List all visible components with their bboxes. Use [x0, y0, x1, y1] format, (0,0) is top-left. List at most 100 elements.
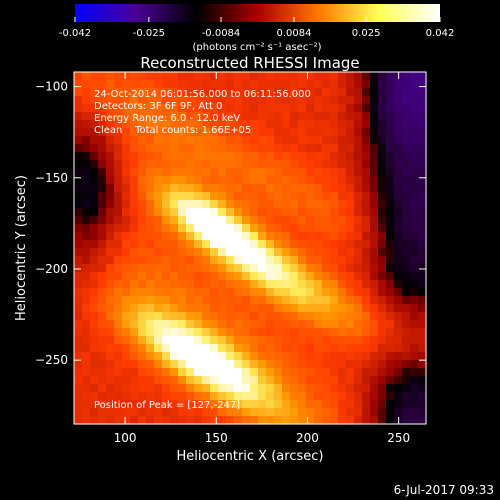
heatmap-cell — [114, 208, 123, 217]
heatmap-cell — [242, 368, 251, 377]
heatmap-cell — [370, 376, 379, 385]
heatmap-cell — [322, 184, 331, 193]
heatmap-cell — [290, 160, 299, 169]
heatmap-cell — [354, 392, 363, 401]
heatmap-cell — [338, 104, 347, 113]
heatmap-cell — [130, 104, 139, 113]
heatmap-cell — [106, 368, 115, 377]
heatmap-cell — [330, 232, 339, 241]
heatmap-cell — [274, 416, 283, 425]
heatmap-cell — [298, 216, 307, 225]
heatmap-cell — [346, 248, 355, 257]
heatmap-cell — [266, 400, 275, 409]
heatmap-cell — [282, 360, 291, 369]
heatmap-cell — [290, 400, 299, 409]
heatmap-cell — [138, 152, 147, 161]
heatmap-cell — [298, 96, 307, 105]
heatmap-cell — [154, 168, 163, 177]
heatmap-cell — [234, 168, 243, 177]
heatmap-cell — [354, 128, 363, 137]
heatmap-cell — [186, 416, 195, 425]
heatmap-cell — [98, 376, 107, 385]
heatmap-cell — [338, 120, 347, 129]
heatmap-cell — [410, 360, 419, 369]
heatmap-cell — [90, 96, 99, 105]
heatmap-cell — [258, 296, 267, 305]
heatmap-cell — [338, 80, 347, 89]
heatmap-cell — [378, 152, 387, 161]
heatmap-cell — [394, 232, 403, 241]
heatmap-cell — [314, 256, 323, 265]
heatmap-cell — [266, 240, 275, 249]
heatmap-cell — [154, 264, 163, 273]
heatmap-cell — [154, 192, 163, 201]
heatmap-cell — [386, 88, 395, 97]
heatmap-cell — [330, 168, 339, 177]
heatmap-cell — [162, 216, 171, 225]
heatmap-cell — [130, 296, 139, 305]
heatmap-cell — [266, 336, 275, 345]
heatmap-cell — [322, 288, 331, 297]
heatmap-cell — [250, 376, 259, 385]
heatmap-cell — [234, 136, 243, 145]
heatmap-cell — [370, 336, 379, 345]
heatmap-cell — [266, 248, 275, 257]
heatmap-cell — [154, 104, 163, 113]
heatmap-cell — [394, 128, 403, 137]
heatmap-cell — [202, 288, 211, 297]
heatmap-cell — [114, 352, 123, 361]
heatmap-cell — [98, 112, 107, 121]
heatmap-cell — [386, 304, 395, 313]
heatmap-cell — [194, 128, 203, 137]
heatmap-cell — [90, 376, 99, 385]
heatmap-cell — [362, 352, 371, 361]
heatmap-cell — [146, 296, 155, 305]
heatmap-cell — [418, 328, 427, 337]
heatmap-cell — [74, 256, 83, 265]
heatmap-cell — [114, 296, 123, 305]
heatmap-cell — [218, 96, 227, 105]
heatmap-cell — [170, 384, 179, 393]
heatmap-cell — [242, 256, 251, 265]
x-axis-label: Heliocentric X (arcsec) — [177, 449, 324, 464]
heatmap-cell — [410, 240, 419, 249]
heatmap-cell — [202, 208, 211, 217]
heatmap-cell — [410, 232, 419, 241]
heatmap-cell — [218, 400, 227, 409]
heatmap-cell — [146, 120, 155, 129]
heatmap-cell — [386, 112, 395, 121]
heatmap-cell — [258, 192, 267, 201]
heatmap-cell — [290, 80, 299, 89]
heatmap-cell — [394, 264, 403, 273]
heatmap-cell — [330, 416, 339, 425]
heatmap-cell — [122, 208, 131, 217]
heatmap-cell — [410, 208, 419, 217]
heatmap-cell — [210, 176, 219, 185]
heatmap-cell — [362, 104, 371, 113]
heatmap-cell — [106, 200, 115, 209]
heatmap-cell — [178, 312, 187, 321]
heatmap-cell — [418, 80, 427, 89]
heatmap-cell — [282, 112, 291, 121]
heatmap-cell — [370, 288, 379, 297]
heatmap-cell — [418, 376, 427, 385]
x-axis-ticks: 100 150 200 250 — [114, 72, 410, 445]
heatmap-cell — [306, 176, 315, 185]
heatmap-cell — [122, 192, 131, 201]
heatmap-cell — [346, 256, 355, 265]
heatmap-cell — [210, 296, 219, 305]
heatmap-cell — [98, 264, 107, 273]
heatmap-cell — [266, 264, 275, 273]
heatmap-cell — [330, 80, 339, 89]
heatmap-cell — [122, 288, 131, 297]
heatmap-cell — [282, 272, 291, 281]
heatmap-cell — [282, 392, 291, 401]
heatmap-cell — [218, 104, 227, 113]
heatmap-cell — [386, 96, 395, 105]
colorbar-tick-label: -0.025 — [133, 28, 165, 39]
y-axis-ticks: −100−150−200−250 — [35, 80, 426, 367]
heatmap-cell — [258, 312, 267, 321]
heatmap-cell — [250, 408, 259, 417]
heatmap-cell — [82, 376, 91, 385]
heatmap-cell — [418, 96, 427, 105]
